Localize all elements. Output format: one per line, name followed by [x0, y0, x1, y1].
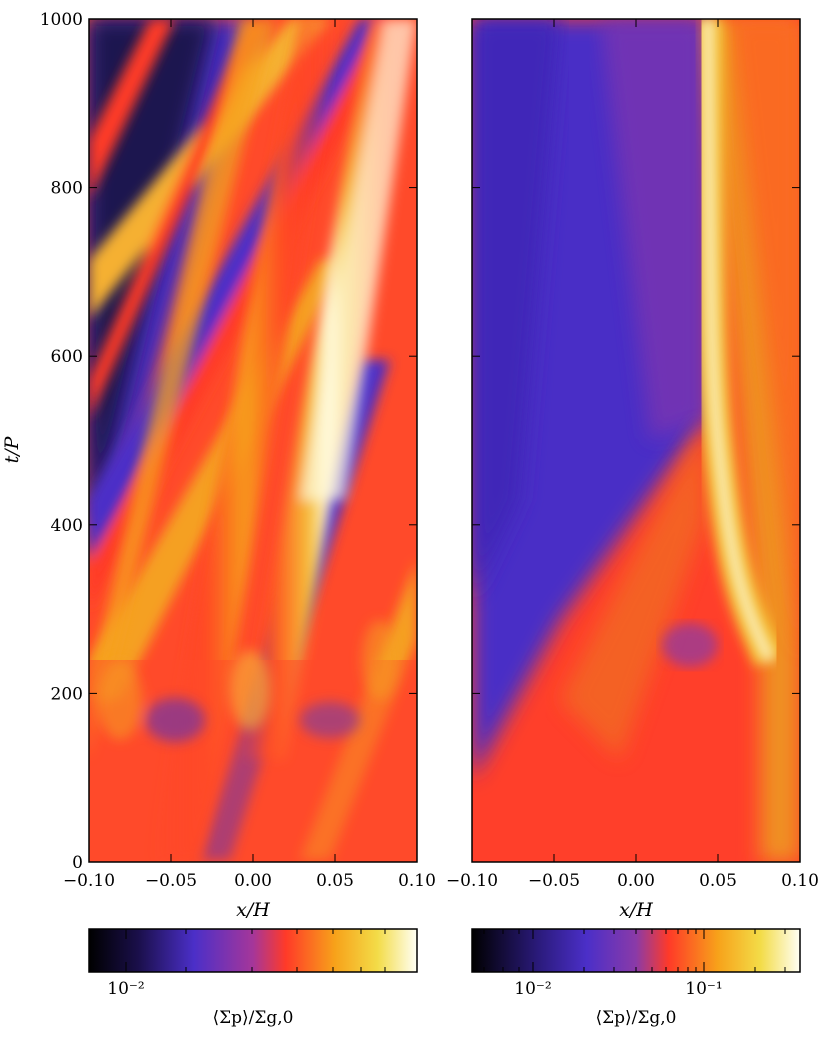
left-colorbar-label: ⟨Σp⟩/Σg,0	[212, 1008, 293, 1028]
right-xlabel: x/H	[619, 899, 653, 921]
right-colorbar-tick: 10⁻²	[514, 979, 551, 999]
left-colorbar-tick: 10⁻²	[107, 979, 144, 999]
x-tick-label: 0.10	[781, 871, 819, 891]
right-colorbar: 10⁻² 10⁻¹ ⟨Σp⟩/Σg,0	[471, 928, 801, 1028]
right-colorbar-tick: 10⁻¹	[685, 979, 722, 999]
x-tick-label: 0.00	[234, 871, 272, 891]
right-heatmap	[472, 19, 800, 862]
x-tick-label: −0.05	[145, 871, 197, 891]
x-tick-label: 0.10	[398, 871, 436, 891]
x-tick-label: 0.05	[316, 871, 354, 891]
y-tick-label: 0	[72, 853, 83, 873]
left-xlabel: x/H	[236, 899, 270, 921]
y-tick-label: 600	[51, 347, 83, 367]
x-tick-label: −0.10	[446, 871, 498, 891]
y-tick-label: 200	[51, 684, 83, 704]
y-tick-label: 800	[51, 179, 83, 199]
x-tick-label: 0.05	[699, 871, 737, 891]
x-tick-label: −0.05	[528, 871, 580, 891]
x-tick-label: 0.00	[617, 871, 655, 891]
y-tick-label: 1000	[40, 10, 83, 30]
y-tick-label: 400	[51, 516, 83, 536]
axis-ticks: −0.10 −0.05 0.00 0.05 0.10 0 200 400 600 800 1000 −…	[40, 10, 819, 891]
right-colorbar-label: ⟨Σp⟩/Σg,0	[595, 1008, 676, 1028]
left-heatmap	[89, 19, 417, 862]
left-colorbar: 10⁻² ⟨Σp⟩/Σg,0	[88, 928, 418, 1028]
x-tick-label: −0.10	[63, 871, 115, 891]
left-ylabel: t/P	[1, 435, 23, 463]
